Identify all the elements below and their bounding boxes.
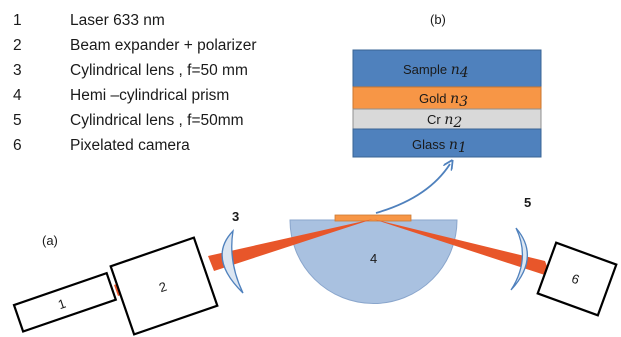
legend-text-4: Hemi –cylindrical prism	[70, 87, 229, 104]
laser-box	[12, 271, 118, 333]
legend-num-6: 6	[13, 137, 22, 154]
legend-num-3: 3	[13, 62, 22, 79]
layer-glass	[352, 128, 542, 158]
legend: 1 Laser 633 nm 2 Beam expander + polariz…	[13, 12, 257, 154]
laser: 1	[12, 271, 118, 333]
prism-shape	[289, 219, 458, 304]
reflected-beam	[373, 219, 551, 277]
legend-text-3: Cylindrical lens , f=50 mm	[70, 62, 248, 79]
legend-num-4: 4	[13, 87, 22, 104]
layer-label-cr: Cr n2	[427, 112, 462, 131]
incident-beam	[208, 219, 373, 271]
expander-label: 2	[157, 279, 169, 296]
camera-label: 6	[570, 271, 582, 288]
layer-sample	[352, 49, 542, 88]
legend-text-1: Laser 633 nm	[70, 12, 165, 29]
layer-label-sample: Sample n4	[403, 62, 469, 81]
layer-label-gold: Gold n3	[419, 91, 468, 110]
expander-box	[109, 236, 219, 336]
legend-num-1: 1	[13, 12, 22, 29]
legend-text-6: Pixelated camera	[70, 137, 190, 154]
camera-box	[536, 241, 618, 317]
prism-label: 4	[370, 251, 377, 266]
panel-label-a: (a)	[42, 233, 58, 248]
legend-text-2: Beam expander + polarizer	[70, 37, 257, 54]
beam-expander: 2	[109, 236, 219, 336]
cylindrical-lens-out	[510, 227, 529, 291]
legend-num-5: 5	[13, 112, 22, 129]
camera: 6	[536, 241, 618, 317]
zoom-arrow-icon	[375, 164, 450, 214]
panel-label-b: (b)	[430, 12, 446, 27]
gold-film	[334, 214, 412, 222]
layer-stack: Sample n4 Gold n3 Cr n2 Glass n1	[352, 49, 542, 158]
legend-num-2: 2	[13, 37, 22, 54]
layer-label-glass: Glass n1	[412, 137, 467, 156]
lens-out-label: 5	[524, 195, 531, 210]
legend-text-5: Cylindrical lens , f=50mm	[70, 112, 244, 129]
laser-label: 1	[56, 296, 68, 313]
lens-in-label: 3	[232, 209, 239, 224]
cylindrical-lens-in	[221, 229, 244, 294]
